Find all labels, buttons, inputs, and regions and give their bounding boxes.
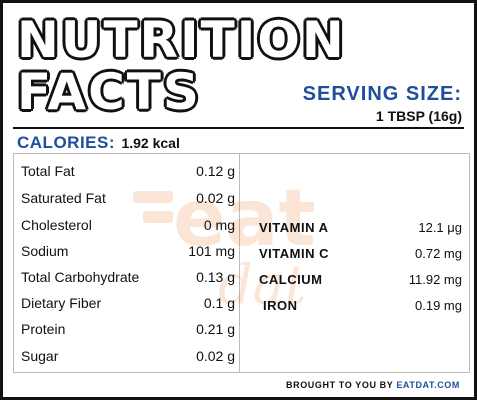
footer-credit: BROUGHT TO YOU BY EATDAT.COM [286,380,460,390]
nutrient-row: Total Carbohydrate 0.13 g [21,269,235,291]
micronutrient-row: VITAMIN A 12.1 μg [259,220,462,242]
nutrient-row: Protein 0.21 g [21,321,235,343]
micronutrient-value: 0.19 mg [415,298,462,313]
footer-brand-link[interactable]: EATDAT.COM [396,380,460,390]
micronutrient-value: 0.72 mg [415,246,462,261]
column-divider [239,153,240,373]
micronutrient-name: VITAMIN A [259,220,329,235]
micronutrient-name: IRON [263,298,298,313]
nutrient-value: 0 mg [203,217,235,233]
title-line-1: NUTRITION [17,11,346,69]
micronutrient-row: CALCIUM 11.92 mg [259,272,462,294]
calories-line: CALORIES: 1.92 kcal [17,133,180,153]
nutrient-row: Saturated Fat 0.02 g [21,190,235,212]
nutrient-name: Cholesterol [21,217,92,233]
calories-label: CALORIES: [17,133,115,152]
nutrient-value: 0.02 g [196,190,235,206]
micronutrient-row: IRON 0.19 mg [259,298,462,320]
nutrient-value: 0.02 g [196,348,235,364]
nutrient-name: Sugar [21,348,59,364]
footer-prefix: BROUGHT TO YOU BY [286,380,397,390]
micronutrient-name: VITAMIN C [259,246,329,261]
nutrient-row: Cholesterol 0 mg [21,217,235,239]
nutrient-name: Sodium [21,243,69,259]
nutrient-value: 0.21 g [196,321,235,337]
nutrient-value: 0.1 g [203,295,235,311]
nutrient-row: Dietary Fiber 0.1 g [21,295,235,317]
micronutrient-row: VITAMIN C 0.72 mg [259,246,462,268]
nutrient-name: Protein [21,321,66,337]
serving-size-value: 1 TBSP (16g) [375,108,462,124]
serving-size-label: SERVING SIZE: [302,83,462,105]
nutrient-name: Dietary Fiber [21,295,102,311]
nutrient-name: Total Fat [21,163,75,179]
nutrient-value: 101 mg [188,243,235,259]
calories-value: 1.92 kcal [121,135,180,151]
nutrient-value: 0.13 g [196,269,235,285]
nutrient-table [13,153,470,373]
micronutrient-value: 12.1 μg [418,220,462,235]
nutrient-name: Saturated Fat [21,190,106,206]
title-line-2: FACTS [17,63,201,121]
nutrient-row: Total Fat 0.12 g [21,163,235,185]
header-divider [13,127,464,129]
micronutrient-name: CALCIUM [259,272,323,287]
nutrient-row: Sugar 0.02 g [21,348,235,370]
nutrient-name: Total Carbohydrate [21,269,140,285]
nutrient-value: 0.12 g [196,163,235,179]
micronutrient-value: 11.92 mg [408,272,462,287]
nutrient-row: Sodium 101 mg [21,243,235,265]
